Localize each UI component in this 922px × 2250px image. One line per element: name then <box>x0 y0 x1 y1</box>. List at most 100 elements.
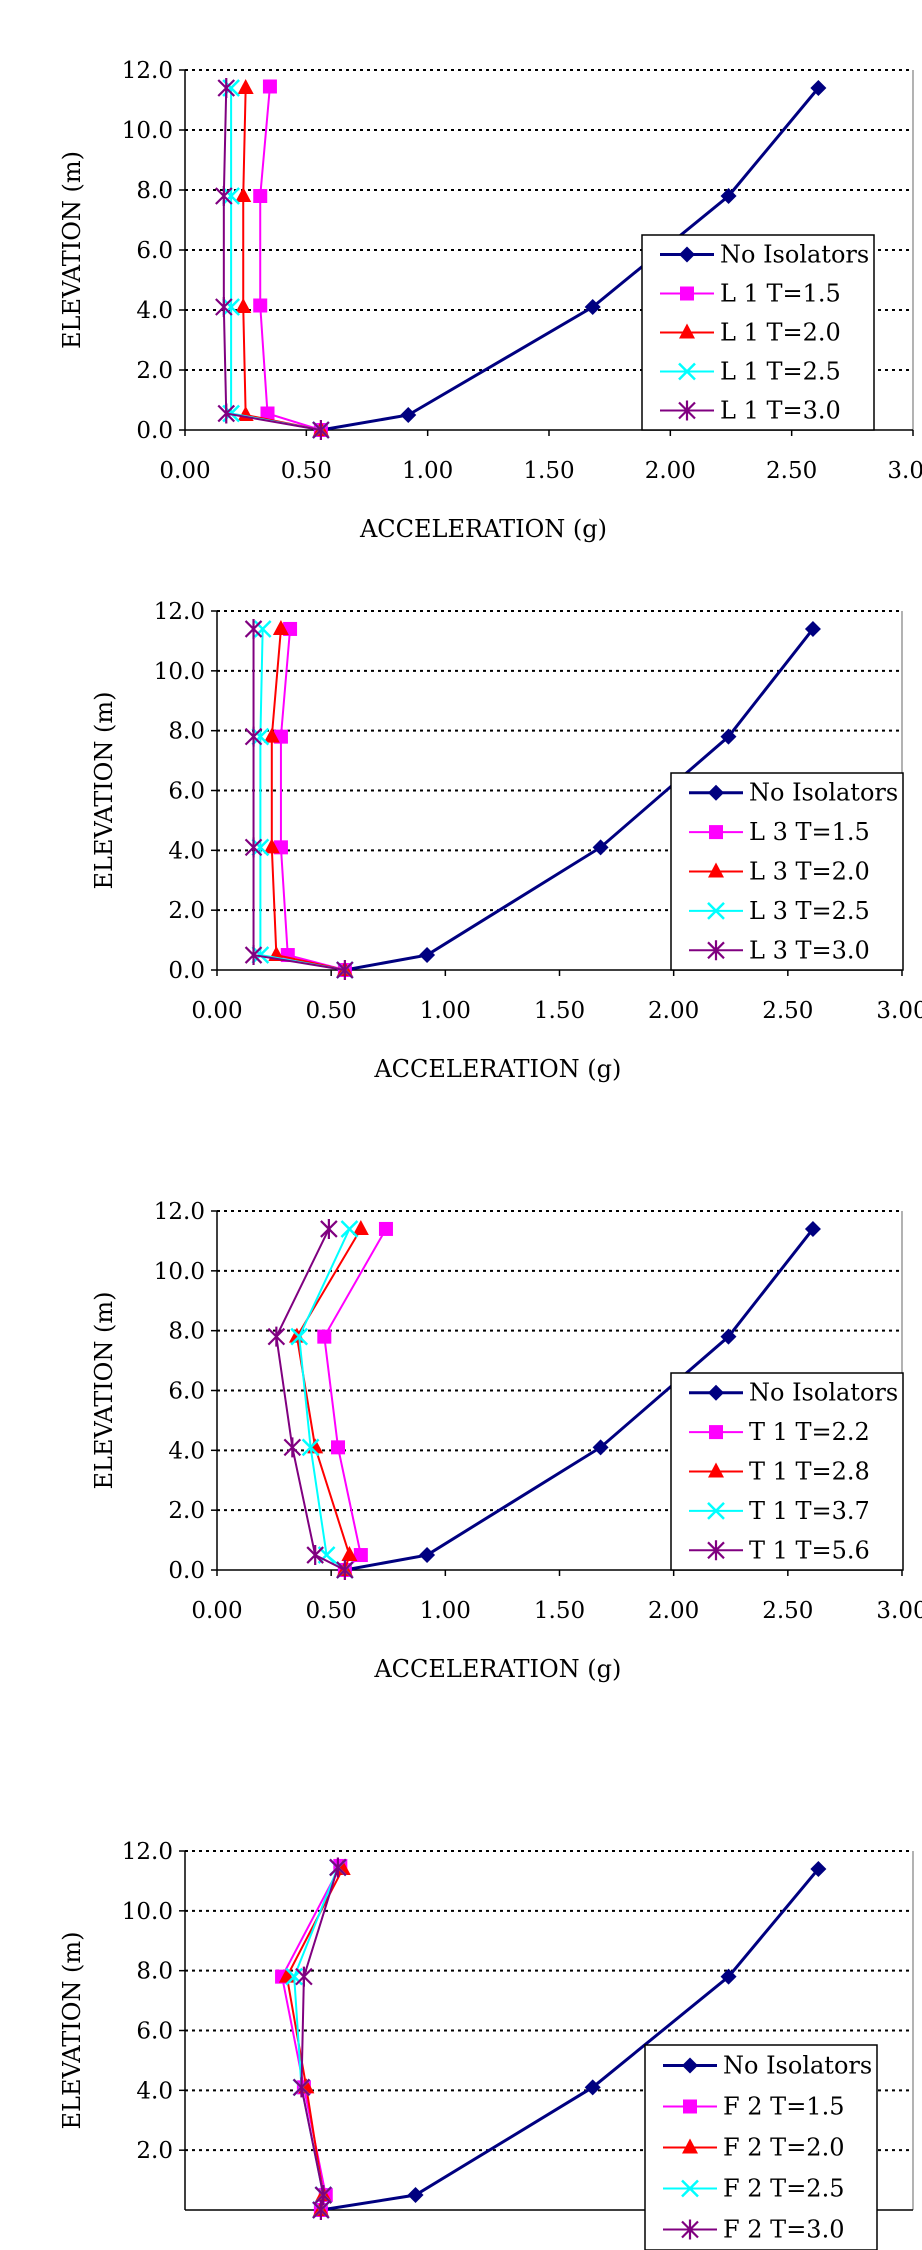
data-point <box>215 186 233 206</box>
data-point <box>267 1326 286 1347</box>
legend-label: L 1 T=3.0 <box>720 397 841 425</box>
legend-label: T 1 T=5.6 <box>749 1536 870 1564</box>
series-line <box>279 628 346 971</box>
data-point <box>419 1547 436 1564</box>
chart-2: 0.0 2.0 4.0 6.0 8.0 10.0 12.0 0.00 0.50 1.00 1.50 2… <box>90 599 922 1083</box>
y-tick-label: 0.0 <box>136 418 173 444</box>
legend: No Isolators L 3 T=1.5 L 3 T=2.0 L 3 T=2.5 L… <box>670 772 904 971</box>
legend-marker <box>680 286 694 301</box>
data-point <box>244 726 263 747</box>
series-3 <box>235 79 329 436</box>
y-tick-label: 8.0 <box>136 1959 173 1985</box>
series-3 <box>263 619 353 976</box>
legend-label: L 1 T=2.0 <box>720 319 841 347</box>
data-point <box>237 79 254 94</box>
legend-label: L 3 T=1.5 <box>749 818 870 846</box>
x-axis-title: ACCELERATION (g) <box>373 1055 621 1083</box>
legend-label: L 1 T=2.5 <box>720 358 841 386</box>
data-point <box>810 1860 827 1877</box>
series-4 <box>222 79 330 439</box>
chart-1: 0.0 2.0 4.0 6.0 8.0 10.0 12.0 0.00 0.50 1.00 1.50 2… <box>58 58 922 543</box>
series-5 <box>215 78 330 440</box>
legend-label: No Isolators <box>749 1379 898 1407</box>
legend-marker <box>678 400 696 421</box>
legend-marker <box>682 2138 698 2154</box>
y-tick-label: 0.0 <box>168 958 205 984</box>
data-point <box>235 298 252 313</box>
y-axis-title: ELEVATION (m) <box>58 151 86 349</box>
y-tick-label: 0.0 <box>168 1558 205 1584</box>
data-point <box>312 2200 330 2220</box>
data-point <box>329 1857 347 1878</box>
data-point <box>331 1440 346 1455</box>
legend-label: L 1 T=1.5 <box>720 280 841 308</box>
legend: No Isolators L 1 T=1.5 L 1 T=2.0 L 1 T=2.5 L… <box>641 234 875 431</box>
legend-marker <box>707 940 725 961</box>
data-point <box>251 838 270 857</box>
data-point <box>272 619 289 635</box>
data-point <box>290 1327 309 1346</box>
legend-label: F 2 T=2.5 <box>723 2175 844 2203</box>
data-point <box>244 618 263 639</box>
series-1 <box>336 620 821 978</box>
x-tick-label: 2.00 <box>648 998 699 1024</box>
legend-label: F 2 T=3.0 <box>723 2216 844 2244</box>
series-line <box>275 1228 346 1571</box>
data-point <box>235 187 252 202</box>
chart-3: 0.0 2.0 4.0 6.0 8.0 10.0 12.0 0.00 0.50 1.00 1.50 2… <box>90 1199 922 1683</box>
legend-label: T 1 T=2.2 <box>749 1418 870 1446</box>
data-point <box>336 1560 354 1580</box>
data-point <box>320 1218 338 1239</box>
legend: No Isolators F 2 T=1.5 F 2 T=2.0 F 2 T=2.5 F… <box>644 2044 878 2250</box>
data-point <box>804 620 821 637</box>
data-point <box>341 1546 358 1562</box>
y-tick-label: 6.0 <box>136 238 173 264</box>
y-tick-label: 8.0 <box>136 178 173 204</box>
y-tick-label: 8.0 <box>168 1319 205 1345</box>
series-line <box>259 86 322 431</box>
series-line <box>252 628 346 971</box>
y-tick-label: 10.0 <box>154 659 205 685</box>
data-point <box>217 403 236 424</box>
y-tick-label: 10.0 <box>122 1899 173 1925</box>
x-tick-label: 0.00 <box>191 998 242 1024</box>
legend-marker <box>707 1502 725 1520</box>
data-point <box>720 1968 737 1985</box>
legend-marker <box>679 246 695 263</box>
data-point <box>378 1221 393 1236</box>
legend-marker <box>707 902 725 920</box>
legend-marker <box>708 1462 724 1478</box>
x-axis-title: ACCELERATION (g) <box>373 1655 621 1683</box>
legend-marker <box>678 362 696 381</box>
data-point <box>253 298 268 313</box>
y-tick-label: 10.0 <box>122 118 173 144</box>
x-tick-label: 3.00 <box>876 1598 922 1624</box>
series-line <box>222 87 322 431</box>
data-point <box>592 1439 609 1456</box>
y-tick-label: 12.0 <box>154 599 205 625</box>
y-tick-label: 12.0 <box>122 58 173 84</box>
y-tick-label: 8.0 <box>168 719 205 745</box>
legend-label: T 1 T=3.7 <box>749 1497 870 1525</box>
data-point <box>317 1329 332 1344</box>
series-2 <box>273 621 352 977</box>
data-point <box>340 1220 359 1238</box>
data-point <box>336 960 354 980</box>
data-point <box>810 80 827 96</box>
legend-label: L 3 T=2.5 <box>749 897 870 925</box>
legend-marker <box>707 1540 725 1561</box>
legend-marker <box>709 1425 723 1440</box>
data-point <box>283 1437 302 1458</box>
y-tick-label: 4.0 <box>168 1438 205 1464</box>
data-point <box>251 946 270 964</box>
series-2 <box>253 79 328 437</box>
y-tick-label: 6.0 <box>168 1379 205 1405</box>
x-tick-label: 0.00 <box>159 458 210 484</box>
y-tick-label: 2.0 <box>136 2138 173 2164</box>
y-tick-label: 4.0 <box>168 838 205 864</box>
x-tick-label: 1.50 <box>523 458 574 484</box>
y-axis-title: ELEVATION (m) <box>90 1292 118 1490</box>
x-tick-label: 0.50 <box>281 458 332 484</box>
data-point <box>584 299 601 315</box>
